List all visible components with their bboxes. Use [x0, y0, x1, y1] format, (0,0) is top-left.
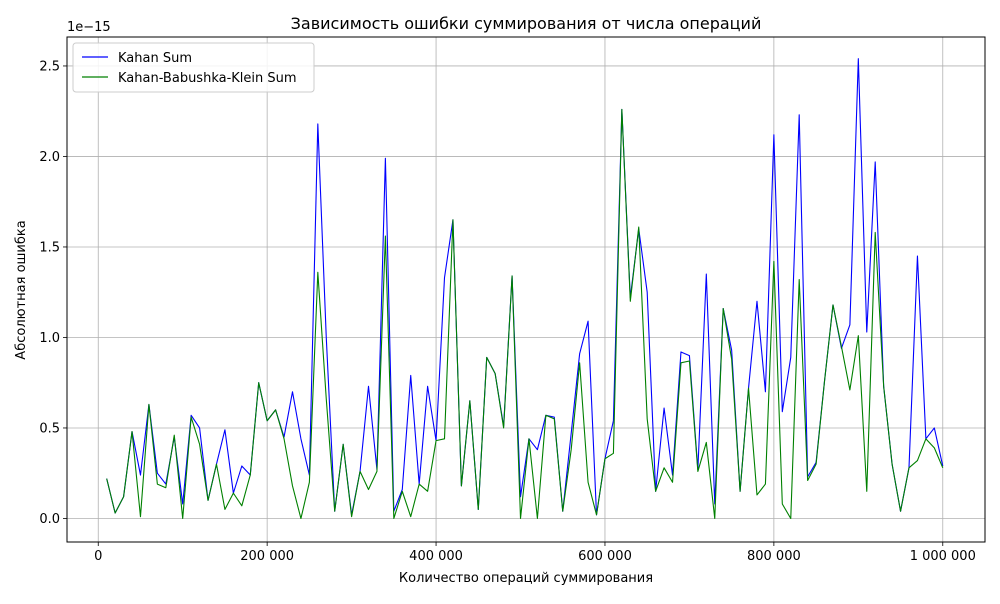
- y-tick-label: 1.5: [39, 240, 60, 255]
- x-tick-label: 0: [94, 549, 102, 564]
- y-tick-label: 1.0: [39, 331, 60, 346]
- y-tick-label: 2.5: [39, 59, 60, 74]
- x-tick-label: 1 000 000: [910, 549, 976, 564]
- y-axis: 0.0 0.5 1.0 1.5 2.0 2.5: [39, 59, 67, 527]
- series-line-kahan-babushka-klein: [106, 108, 944, 520]
- y-tick-label: 2.0: [39, 150, 60, 165]
- series-line-kahan: [106, 58, 944, 516]
- series-lines: [106, 58, 944, 520]
- legend-label-kbk: Kahan-Babushka-Klein Sum: [118, 71, 297, 86]
- legend: Kahan Sum Kahan-Babushka-Klein Sum: [72, 42, 315, 93]
- x-tick-label: 200 000: [240, 549, 294, 564]
- x-axis: 0 200 000 400 000 600 000 800 000 1 000 000: [94, 542, 976, 564]
- y-tick-label: 0.0: [39, 512, 60, 527]
- x-axis-label: Количество операций суммирования: [399, 571, 653, 586]
- y-axis-label: Абсолютная ошибка: [14, 220, 29, 359]
- legend-frame: [72, 42, 315, 93]
- x-tick-label: 400 000: [409, 549, 463, 564]
- x-tick-label: 800 000: [747, 549, 801, 564]
- x-tick-label: 600 000: [578, 549, 632, 564]
- y-tick-label: 0.5: [39, 421, 60, 436]
- chart-title: Зависимость ошибки суммирования от числа…: [291, 14, 762, 33]
- y-axis-offset-text: 1e−15: [67, 20, 111, 35]
- plot-area-frame: [66, 36, 986, 543]
- legend-label-kahan: Kahan Sum: [118, 51, 192, 66]
